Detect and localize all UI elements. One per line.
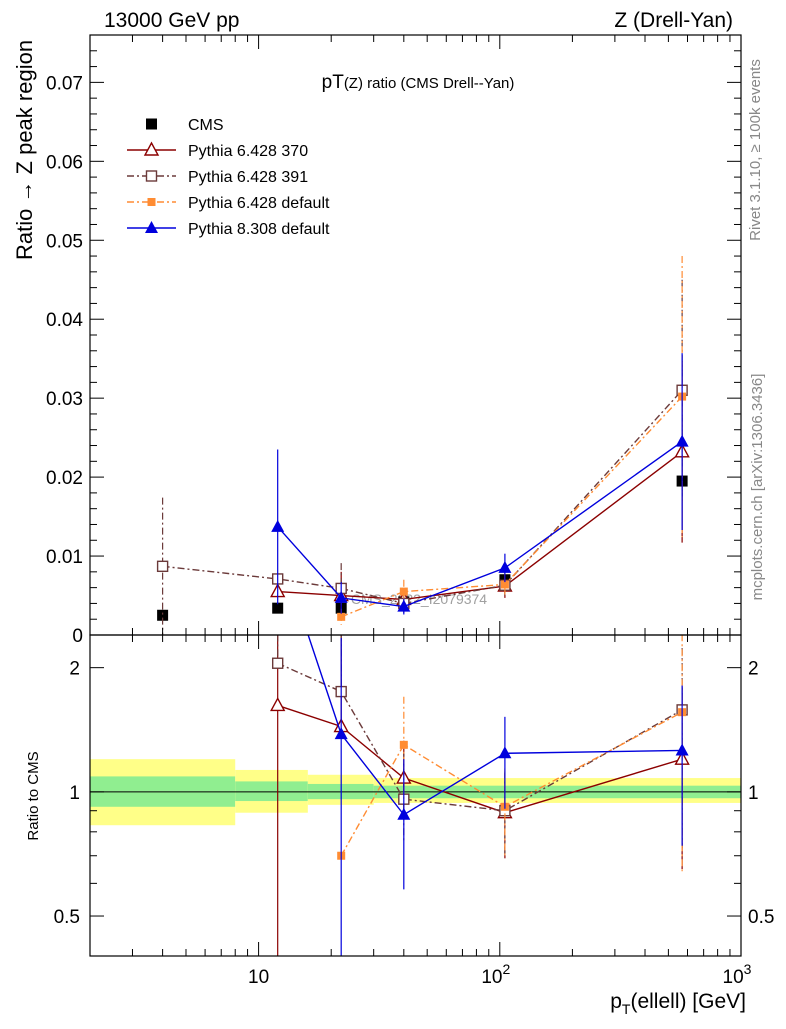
band-inner-1 — [235, 781, 308, 802]
ratio-ytick-label-right: 0.5 — [748, 907, 774, 928]
ratio-frame — [89, 634, 742, 957]
legend-entry-pythia-6-428-default: Pythia 6.428 default — [127, 195, 330, 212]
ratio-line-pythia-6-428-default — [340, 711, 683, 857]
ratio-panel-marks — [270, 635, 690, 956]
ratio-series-pythia-6-428-370 — [270, 635, 690, 956]
legend-label: Pythia 6.428 default — [188, 195, 330, 212]
legend-swatch-marker — [145, 170, 158, 182]
process-label: Z (Drell-Yan) — [614, 9, 733, 32]
title-main: pT — [322, 72, 345, 93]
main-ytick-label: 0.01 — [46, 547, 83, 568]
title-sub: (Z) ratio (CMS Drell--Yan) — [344, 75, 515, 92]
ratio-point — [271, 657, 284, 669]
main-title: pT(Z) ratio (CMS Drell--Yan) — [322, 72, 515, 93]
ratio-ytick-label-right: 2 — [748, 659, 759, 680]
series-pythia-6-428-370 — [270, 361, 690, 620]
legend-label: Pythia 8.308 default — [188, 221, 330, 238]
data-point — [271, 519, 285, 532]
xtick-base: 10 — [248, 967, 269, 988]
legend-entry-pythia-6-428-391: Pythia 6.428 391 — [127, 169, 308, 186]
ratio-point — [399, 740, 408, 749]
axis-tick-labels: 00.010.020.030.040.050.060.070.5 0.51 12 21… — [46, 73, 774, 988]
legend-swatch-marker — [146, 118, 157, 130]
xtick-base: 10 — [481, 967, 502, 988]
xtick-base: 10 — [723, 967, 744, 988]
main-ytick-label: 0.02 — [46, 468, 83, 489]
series-line-pythia-6-428-default — [340, 396, 683, 618]
legend-swatch-marker — [143, 141, 160, 156]
main-ytick-label: 0.07 — [46, 73, 83, 94]
data-point — [337, 612, 346, 621]
xtick-label: 10 — [248, 967, 269, 988]
series-pythia-8-308-default — [271, 353, 689, 615]
legend-entry-pythia-8-308-default: Pythia 8.308 default — [127, 221, 330, 238]
ratio-point — [397, 807, 411, 820]
ratio-point — [270, 696, 286, 712]
series-pythia-6-428-391 — [156, 279, 688, 635]
xlabel-main: p — [610, 990, 622, 1013]
legend-entry-cms: CMS — [146, 117, 224, 134]
analysis-watermark: CMS_2022_I2079374 — [351, 591, 487, 607]
ratio-line-pythia-6-428-391 — [277, 662, 683, 812]
main-ytick-label: 0.03 — [46, 389, 83, 410]
ratio-point — [498, 746, 512, 759]
series-line-pythia-8-308-default — [277, 441, 683, 608]
legend-label: Pythia 6.428 370 — [188, 143, 308, 160]
ratio-ytick-label-left: 2 — [69, 659, 80, 680]
xtick-label: 103 — [723, 961, 752, 988]
legend-label: Pythia 6.428 391 — [188, 169, 308, 186]
legend-label: CMS — [188, 117, 224, 134]
ratio-point — [675, 743, 689, 756]
axis-ticks — [89, 35, 742, 957]
xlabel-rest: (ellell) [GeV] — [630, 990, 746, 1013]
main-ylabel: Ratio → Z peak region — [12, 40, 37, 260]
mcplots-label: mcplots.cern.ch [arXiv:1306.3436] — [749, 374, 766, 601]
main-panel-marks — [156, 256, 690, 635]
data-point — [397, 599, 411, 612]
xtick-label: 102 — [481, 961, 510, 988]
data-point — [498, 560, 512, 573]
data-point — [500, 580, 509, 589]
main-ytick-label: 0.05 — [46, 231, 83, 252]
main-ytick-label: 0 — [72, 626, 83, 647]
ratio-point — [334, 727, 348, 740]
data-point — [334, 590, 348, 603]
ratio-ylabel: Ratio to CMS — [25, 751, 42, 840]
legend: CMS Pythia 6.428 370 Pythia 6.428 391 Pythi… — [127, 117, 330, 238]
data-point — [156, 560, 169, 573]
series-pythia-6-428-default — [337, 256, 687, 625]
xtick-exponent: 2 — [502, 961, 510, 977]
data-point — [157, 609, 169, 621]
main-ytick-label: 0.04 — [46, 310, 83, 331]
legend-swatch-marker — [147, 198, 156, 206]
xtick-exponent: 3 — [744, 961, 752, 977]
data-point — [675, 434, 689, 447]
xlabel: pT(ellell) [GeV] — [610, 990, 746, 1017]
ratio-series-pythia-8-308-default — [307, 635, 689, 956]
legend-swatch-marker — [145, 221, 158, 233]
data-point — [399, 587, 408, 596]
ratio-ytick-label-left: 1 — [69, 783, 80, 804]
collision-label: 13000 GeV pp — [104, 9, 239, 32]
data-point — [272, 602, 284, 614]
main-ytick-label: 0.06 — [46, 152, 83, 173]
ratio-ytick-label-left: 0.5 — [54, 907, 80, 928]
ratio-ytick-label-right: 1 — [748, 783, 759, 804]
rivet-label: Rivet 3.1.10, ≥ 100k events — [747, 59, 764, 241]
legend-entry-pythia-6-428-370: Pythia 6.428 370 — [127, 141, 308, 160]
xlabel-sub: T — [622, 1001, 631, 1017]
